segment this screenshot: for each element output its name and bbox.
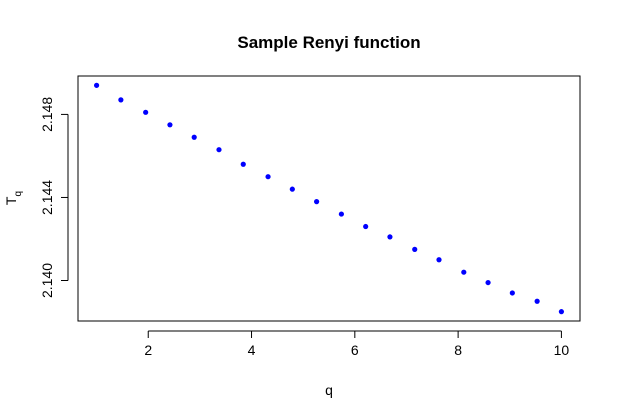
data-point	[412, 246, 418, 252]
svg-text:Tq: Tq	[3, 191, 24, 205]
data-point	[289, 186, 295, 192]
data-point	[485, 279, 491, 286]
data-point	[387, 234, 393, 240]
data-point	[143, 109, 149, 115]
x-axis: 2 4 6 8 10	[144, 330, 570, 358]
y-tick-label: 2.140	[39, 263, 55, 298]
data-point	[265, 174, 271, 180]
data-point	[558, 309, 565, 315]
data-point	[534, 298, 540, 304]
data-point	[461, 269, 467, 275]
y-tick-label: 2.144	[39, 180, 55, 215]
x-tick-label: 10	[554, 342, 570, 358]
x-tick-label: 4	[248, 342, 256, 358]
data-point	[167, 122, 173, 128]
y-tick-label: 2.148	[39, 97, 55, 132]
data-point	[216, 147, 222, 153]
data-point	[436, 257, 442, 263]
data-point	[314, 199, 320, 205]
y-axis-label-main: T	[3, 196, 19, 205]
data-point	[118, 97, 124, 103]
data-point	[363, 223, 369, 230]
plot-area-frame	[77, 75, 581, 322]
data-point	[509, 290, 515, 296]
x-tick-label: 8	[454, 342, 462, 358]
data-points	[93, 82, 565, 315]
chart-title: Sample Renyi function	[237, 33, 420, 52]
x-tick-label: 6	[351, 342, 359, 358]
y-axis-label: Tq	[3, 191, 24, 205]
y-axis: 2.140 2.144 2.148	[39, 97, 69, 298]
data-point	[191, 134, 197, 140]
x-tick-label: 2	[144, 342, 152, 358]
data-point	[240, 161, 246, 167]
data-point	[93, 82, 100, 88]
data-point	[338, 211, 344, 217]
y-axis-label-subscript: q	[13, 191, 24, 197]
x-axis-label: q	[325, 382, 333, 398]
